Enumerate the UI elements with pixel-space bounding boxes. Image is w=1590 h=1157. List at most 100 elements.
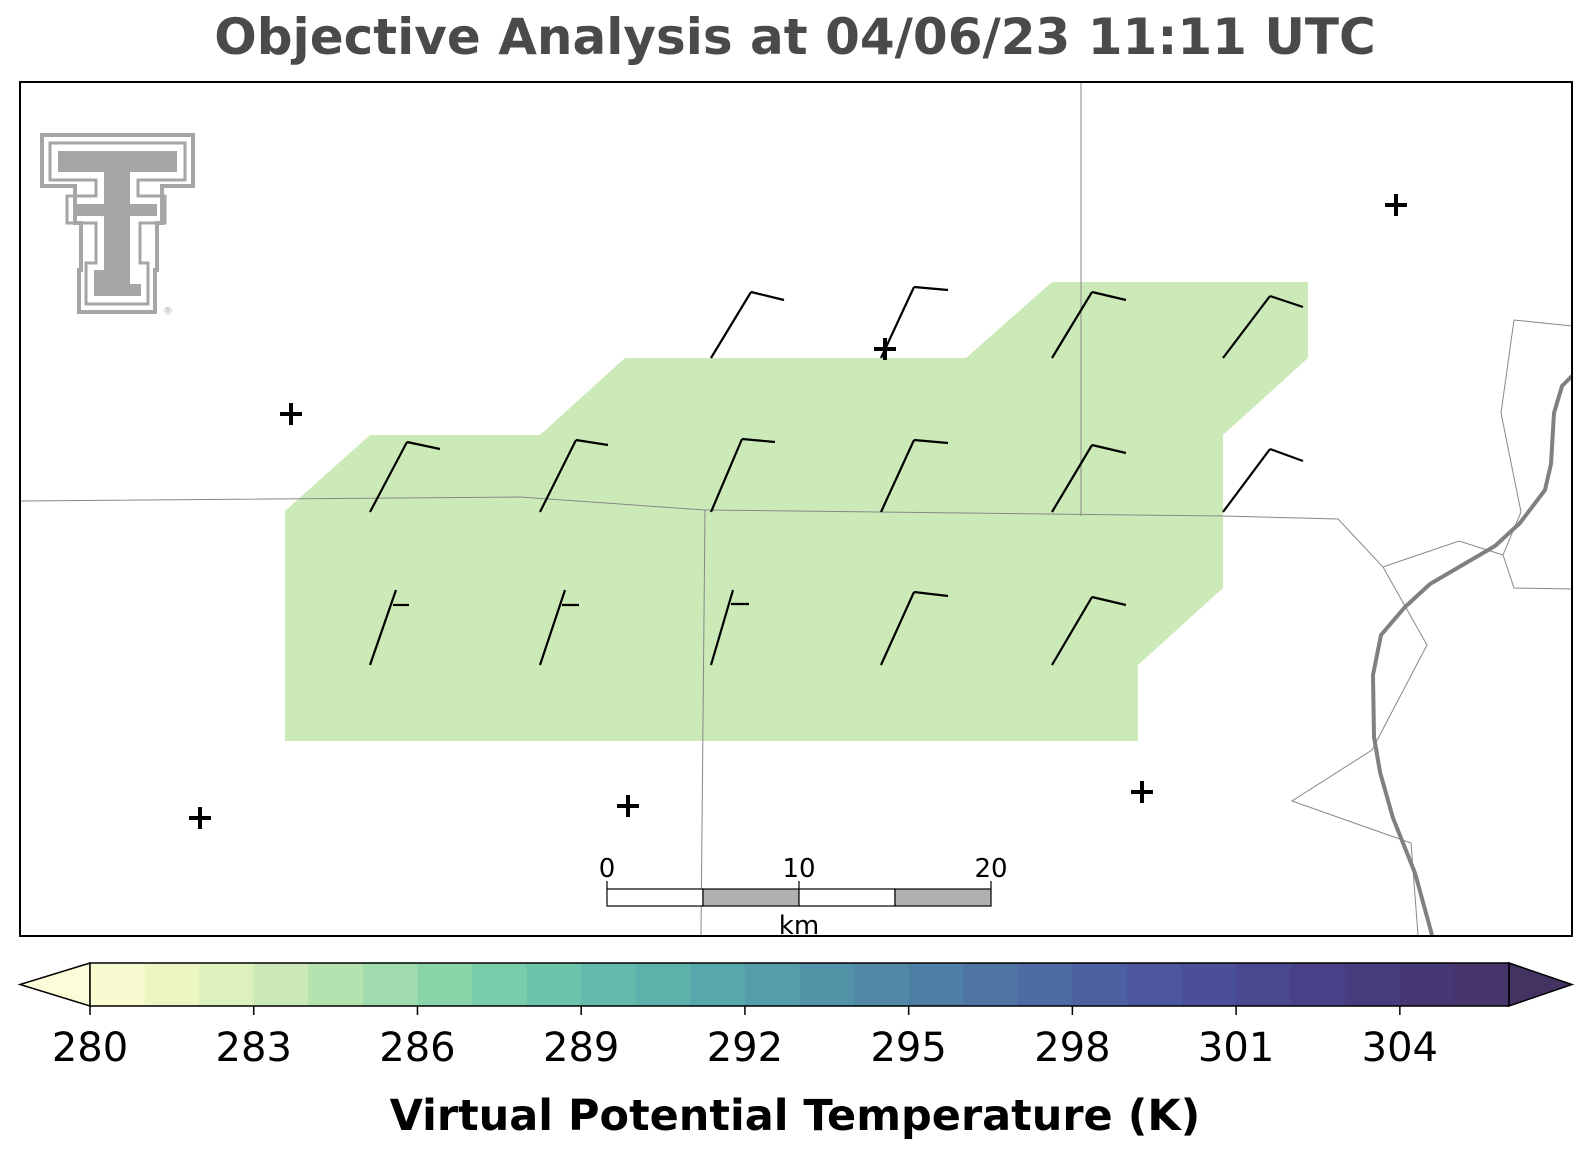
wind-barb-shaft (368, 589, 398, 666)
wind-barb-shaft (1051, 444, 1093, 513)
wind-barb-shaft (538, 589, 567, 666)
wind-barb-r1c4 (1222, 294, 1304, 359)
colorbar-outline (89, 962, 1510, 1007)
station-marker (1131, 781, 1153, 803)
wind-barb-r2c1 (369, 440, 441, 513)
colorbar-bin (362, 963, 419, 1006)
wind-barb-r2c4 (880, 438, 949, 513)
colorbar-bin (253, 963, 309, 1006)
wind-barb-r3c3 (709, 589, 749, 666)
wind-barb-r2c6 (1222, 447, 1304, 513)
colorbar-bin (526, 963, 582, 1006)
wind-barb-shaft (710, 291, 752, 359)
station-marker (280, 403, 302, 425)
scale-bar: 0 10 20 km (599, 854, 1008, 941)
colorbar-tick-label: 301 (1198, 1025, 1274, 1071)
scale-ticks (606, 881, 992, 889)
colorbar-bin (1181, 963, 1237, 1006)
wind-barb-full (1091, 595, 1127, 607)
wind-barb-full (1269, 294, 1304, 309)
county-line-east-2 (1502, 554, 1573, 590)
wind-barb-r3c5 (1051, 595, 1127, 666)
colorbar-label: Virtual Potential Temperature (K) (389, 1091, 1201, 1141)
colorbar-bin (144, 963, 200, 1006)
station-marker (1385, 194, 1407, 216)
wind-barb-full (406, 440, 441, 451)
colorbar-tick-label: 295 (870, 1025, 946, 1071)
scale-label-10: 10 (782, 854, 815, 884)
wind-barb-full (750, 290, 785, 302)
wind-barb-shaft (880, 286, 915, 359)
colorbar-tick-label: 298 (1034, 1025, 1110, 1071)
scale-segment-2 (702, 888, 800, 907)
colorbar-bin (1290, 963, 1346, 1006)
wind-barb-shaft (539, 439, 577, 513)
colorbar-bin (472, 963, 528, 1006)
county-boundaries (19, 82, 1573, 936)
station-markers (189, 194, 1407, 829)
wind-barb-full (575, 438, 609, 447)
wind-barb-r2c3 (709, 437, 776, 513)
scale-segment-1 (606, 888, 704, 907)
colorbar-bin (1126, 963, 1183, 1006)
wind-barb-shaft (709, 589, 735, 666)
texas-tech-logo: ® (40, 133, 195, 317)
colorbar-bin (1345, 963, 1401, 1006)
wind-barb-full (913, 438, 949, 445)
wind-barb-shaft (1051, 291, 1093, 359)
colorbar-bin (1454, 963, 1510, 1006)
colorbar-bin (581, 963, 637, 1006)
colorbar-bin (744, 963, 801, 1006)
colorbar-tick-label: 304 (1362, 1025, 1438, 1071)
colorbar-bin (199, 963, 255, 1006)
logo-base (94, 284, 141, 296)
colorbar-bin (308, 963, 364, 1006)
wind-barb-r1c1 (710, 290, 785, 359)
wind-barb-r2c2 (539, 438, 609, 513)
colorbar-bin (1072, 963, 1128, 1006)
colorbar-bin (635, 963, 691, 1006)
wind-barb-r3c1 (368, 589, 409, 666)
scale-label-0: 0 (599, 854, 616, 884)
wind-barb-full (1091, 443, 1127, 455)
colorbar-bin (854, 963, 910, 1006)
county-line-east-1 (1382, 319, 1573, 568)
wind-barbs (368, 285, 1304, 666)
colorbar-bin (1399, 963, 1456, 1006)
wind-barb-r1c2 (880, 285, 949, 359)
colorbar-tick-label: 292 (707, 1025, 783, 1071)
map-frame (19, 81, 1573, 937)
colorbar-bins (90, 963, 1510, 1006)
wind-barb-shaft (1222, 448, 1271, 513)
wind-barb-shaft (1222, 295, 1271, 359)
logo-top-bar (58, 151, 177, 188)
wind-barb-r2c5 (1051, 443, 1127, 513)
wind-barb-r3c2 (538, 589, 579, 666)
colorbar-bin (90, 963, 146, 1006)
colorbar-bin (799, 963, 855, 1006)
colorbar-bin (417, 963, 473, 1006)
colorbar-tick-label: 286 (379, 1025, 455, 1071)
wind-barb-full (1091, 290, 1127, 302)
scale-unit: km (779, 911, 819, 941)
scale-segment-4 (894, 888, 992, 907)
colorbar-under-arrow (17, 961, 91, 1008)
logo-inner-top (48, 141, 187, 306)
wind-barb-shaft (879, 591, 916, 666)
wind-barb-shaft (1051, 596, 1093, 666)
colorbar-bin (690, 963, 746, 1006)
colorbar-over-arrow (1508, 961, 1575, 1008)
station-marker (617, 795, 639, 817)
wind-barb-shaft (880, 439, 915, 513)
station-marker (189, 807, 211, 829)
colorbar-tick-label: 289 (543, 1025, 619, 1071)
scale-segment-3 (798, 888, 896, 907)
wind-barb-r3c4 (879, 590, 949, 666)
wind-barb-r1c3 (1051, 290, 1127, 359)
wind-barb-full (741, 437, 776, 444)
colorbar: 280 283 286 289 292 295 298 301 304 (17, 961, 1575, 1071)
colorbar-bin (1236, 963, 1292, 1006)
colorbar-tick-label: 283 (216, 1025, 292, 1071)
colorbar-bin (963, 963, 1019, 1006)
map-title: Objective Analysis at 04/06/23 11:11 UTC (214, 8, 1376, 66)
